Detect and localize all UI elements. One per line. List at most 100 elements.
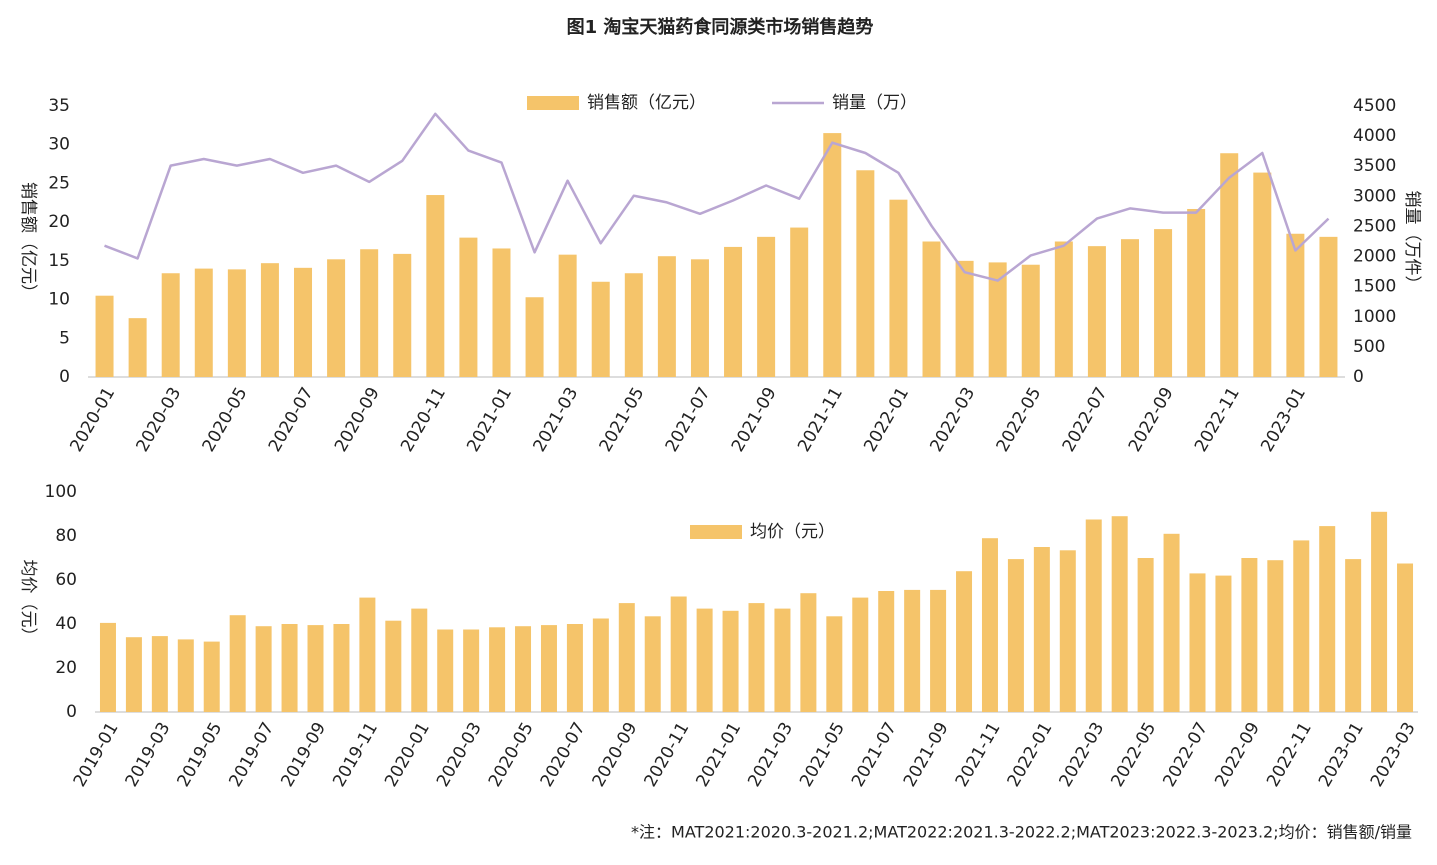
bar bbox=[227, 269, 246, 377]
bar bbox=[492, 248, 511, 377]
bar bbox=[852, 597, 869, 712]
bar bbox=[1137, 558, 1154, 712]
bar bbox=[657, 256, 676, 377]
bar bbox=[592, 618, 609, 712]
chart-title: 图1 淘宝天猫药食同源类市场销售趋势 bbox=[567, 16, 874, 38]
bar bbox=[988, 262, 1007, 377]
y-tick-label: 15 bbox=[48, 251, 70, 271]
bar bbox=[385, 620, 402, 712]
y-tick-label: 30 bbox=[48, 135, 70, 155]
y2-tick-label: 2000 bbox=[1353, 247, 1396, 267]
bar bbox=[1319, 526, 1336, 712]
bar bbox=[690, 259, 709, 377]
bar bbox=[161, 273, 180, 377]
legend-label: 销售额（亿元） bbox=[587, 93, 706, 113]
bar bbox=[1345, 559, 1362, 712]
bar bbox=[800, 593, 817, 712]
y2-tick-label: 4000 bbox=[1353, 126, 1396, 146]
bar bbox=[1007, 559, 1024, 712]
bar bbox=[229, 615, 246, 712]
bar bbox=[294, 267, 313, 377]
bar bbox=[618, 603, 635, 712]
bar bbox=[1120, 239, 1139, 377]
bar bbox=[644, 616, 661, 712]
y-tick-label: 25 bbox=[48, 173, 70, 193]
y-tick-label: 10 bbox=[48, 290, 70, 310]
bar bbox=[757, 236, 776, 377]
bar bbox=[525, 297, 544, 377]
legend-label: 销量（万） bbox=[832, 93, 917, 113]
bar bbox=[177, 639, 194, 712]
y2-tick-label: 1500 bbox=[1353, 277, 1396, 297]
bar bbox=[1087, 246, 1106, 377]
bar bbox=[955, 260, 974, 377]
y2-tick-label: 3000 bbox=[1353, 186, 1396, 206]
bar bbox=[359, 597, 376, 712]
bar bbox=[826, 616, 843, 712]
bar bbox=[1293, 540, 1310, 712]
bar bbox=[823, 133, 842, 377]
bar bbox=[856, 170, 875, 377]
y-tick-label: 0 bbox=[59, 367, 70, 387]
bar bbox=[1267, 560, 1284, 712]
y-tick-label: 20 bbox=[55, 658, 77, 678]
y2-tick-label: 500 bbox=[1353, 337, 1385, 357]
bar bbox=[260, 263, 279, 377]
bar bbox=[1189, 573, 1206, 712]
bar bbox=[459, 237, 478, 377]
bar bbox=[1241, 558, 1258, 712]
bar bbox=[566, 624, 583, 712]
y-tick-label: 20 bbox=[48, 212, 70, 232]
bar bbox=[411, 608, 428, 712]
bar bbox=[95, 295, 114, 377]
bar bbox=[922, 241, 941, 377]
y-tick-label: 100 bbox=[45, 482, 77, 502]
bar bbox=[426, 195, 445, 377]
bar bbox=[360, 249, 379, 377]
bar bbox=[1215, 575, 1232, 712]
bar bbox=[904, 589, 921, 712]
bar bbox=[1154, 229, 1173, 377]
bar bbox=[1059, 550, 1076, 712]
bar bbox=[203, 641, 220, 712]
bar bbox=[128, 318, 147, 377]
bar bbox=[489, 627, 506, 712]
bar bbox=[1054, 241, 1073, 377]
bar bbox=[889, 199, 908, 377]
line bbox=[104, 112, 1330, 282]
bar bbox=[194, 268, 213, 377]
bar bbox=[307, 625, 324, 712]
legend-swatch bbox=[690, 525, 742, 539]
y-tick-label: 35 bbox=[48, 96, 70, 116]
bar bbox=[878, 591, 895, 712]
y2-axis-title: 销量（万件） bbox=[1402, 191, 1422, 293]
bar bbox=[255, 626, 272, 712]
legend-swatch bbox=[527, 96, 579, 110]
bar bbox=[125, 637, 142, 712]
bar bbox=[1111, 516, 1128, 712]
y2-tick-label: 2500 bbox=[1353, 216, 1396, 236]
y2-tick-label: 3500 bbox=[1353, 156, 1396, 176]
y-tick-label: 80 bbox=[55, 526, 77, 546]
bar bbox=[724, 246, 743, 377]
bar bbox=[1371, 511, 1388, 712]
bar bbox=[696, 608, 713, 712]
bar bbox=[748, 603, 765, 712]
y2-tick-label: 1000 bbox=[1353, 307, 1396, 327]
bar bbox=[1021, 264, 1040, 377]
footnote: *注：MAT2021:2020.3-2021.2;MAT2022:2021.3-… bbox=[631, 823, 1412, 842]
bar bbox=[558, 254, 577, 377]
bar bbox=[540, 625, 557, 712]
bar bbox=[281, 624, 298, 712]
bar bbox=[790, 227, 809, 377]
bar bbox=[1319, 236, 1338, 377]
bar bbox=[1187, 208, 1206, 377]
y-tick-label: 40 bbox=[55, 614, 77, 634]
y-tick-label: 5 bbox=[59, 328, 70, 348]
bar bbox=[333, 624, 350, 712]
bar bbox=[463, 629, 480, 712]
bar bbox=[1163, 533, 1180, 712]
bar bbox=[515, 626, 532, 712]
